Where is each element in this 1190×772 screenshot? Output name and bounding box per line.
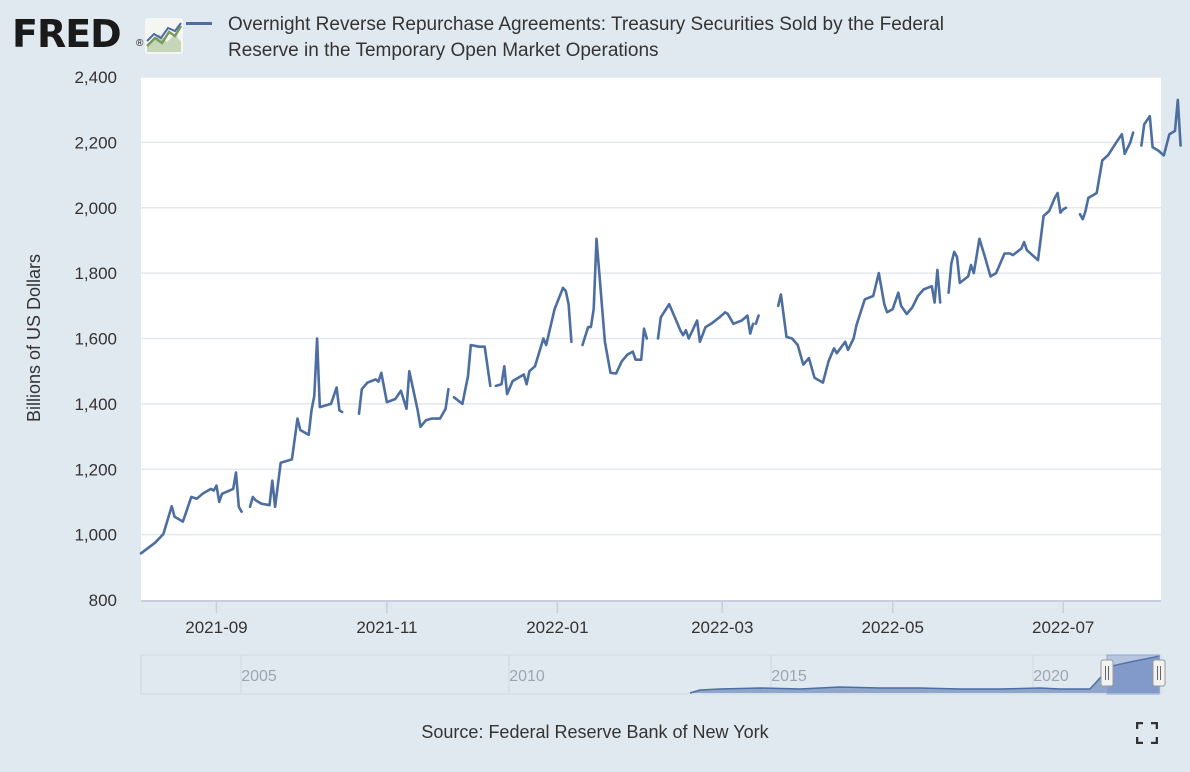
y-tick-label: 1,000	[74, 526, 117, 545]
navigator-year-label: 2005	[241, 668, 277, 685]
fred-logo-text: FRED	[12, 12, 122, 56]
legend-label-line-2: Reserve in the Temporary Open Market Ope…	[228, 40, 659, 61]
x-tick-label: 2022-03	[691, 618, 753, 637]
series-line-segment	[754, 314, 760, 326]
series-line-segment	[494, 286, 573, 396]
y-tick-label: 800	[89, 591, 117, 610]
y-tick-label: 2,200	[74, 133, 117, 152]
y-tick-label: 2,000	[74, 199, 117, 218]
legend-swatch	[186, 22, 212, 25]
y-tick-label: 1,600	[74, 330, 117, 349]
x-tick-label: 2021-11	[356, 618, 417, 637]
series-line-segment	[947, 191, 1068, 294]
registered-mark: ®	[136, 38, 144, 49]
navigator-year-label: 2020	[1033, 668, 1069, 685]
series-line-segment	[656, 302, 755, 344]
line-chart-icon	[145, 18, 183, 54]
navigator-year-label: 2010	[509, 668, 545, 685]
navigator-handle-body	[1152, 659, 1166, 687]
y-tick-label: 1,200	[74, 460, 117, 479]
series-line-segment	[581, 237, 649, 375]
x-tick-label: 2022-05	[862, 618, 924, 637]
series-line-segment	[357, 369, 450, 429]
series-line-segment	[452, 343, 492, 406]
y-tick-label: 1,400	[74, 395, 117, 414]
navigator-year-label: 2015	[771, 668, 807, 685]
source-note: Source: Federal Reserve Bank of New York	[421, 722, 769, 742]
y-tick-label: 2,400	[74, 68, 117, 87]
x-tick-label: 2022-07	[1032, 618, 1094, 637]
series-line-segment	[1140, 98, 1182, 157]
fred-logo[interactable]: FRED	[12, 12, 122, 56]
series-line-segment	[776, 268, 942, 384]
y-tick-label: 1,800	[74, 264, 117, 283]
legend-label: Overnight Reverse Repurchase Agreements:…	[228, 12, 944, 64]
line-chart: 800 1,000 1,200 1,400 1,600 1,800 2,000 2,200 2,…	[24, 68, 1182, 695]
series-line-segment	[248, 337, 344, 509]
x-tick-label: 2021-09	[185, 618, 247, 637]
navigator-handle[interactable]	[1100, 659, 1114, 687]
legend-label-line-1: Overnight Reverse Repurchase Agreements:…	[228, 14, 945, 35]
navigator-handle[interactable]	[1152, 659, 1166, 687]
navigator-selection	[1106, 654, 1160, 695]
range-navigator: 2005 2010 2015 2020	[140, 654, 1166, 695]
y-axis-label: Billions of US Dollars	[24, 254, 44, 422]
series-line-segment	[1078, 131, 1135, 221]
series-line-segment	[139, 471, 243, 555]
x-tick-label: 2022-01	[526, 618, 588, 637]
fullscreen-icon[interactable]	[1136, 722, 1158, 744]
navigator-handle-body	[1100, 659, 1114, 687]
